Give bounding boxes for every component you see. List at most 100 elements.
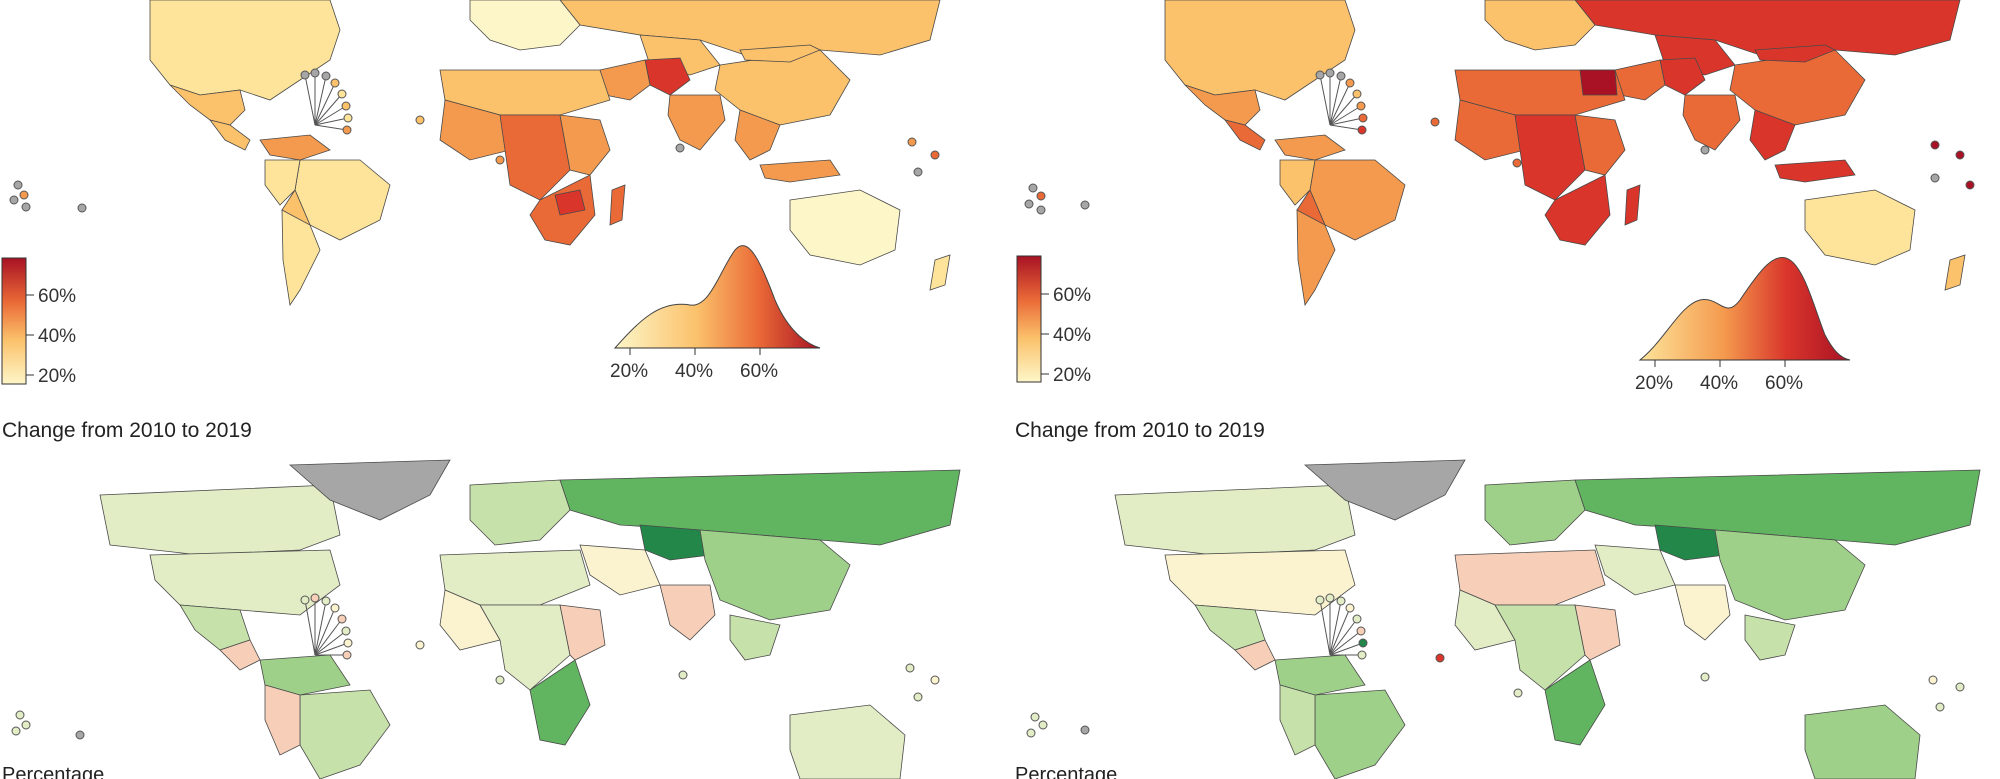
density-axis-left: 20% 40% 60% — [610, 361, 778, 382]
country-usa — [1164, 0, 1356, 101]
country-china — [699, 529, 851, 621]
country-indonesia — [1774, 159, 1856, 183]
country-argentina — [1296, 209, 1336, 307]
country-west-africa — [1454, 589, 1516, 651]
country-new-zealand — [929, 254, 951, 291]
left-panel: 60% 40% 20% 20% 40% 60% Change from 2010… — [0, 0, 980, 779]
level-map-left: 60% 40% 20% — [1, 0, 951, 387]
country-mexico — [169, 84, 246, 126]
country-southeast-asia — [1744, 614, 1796, 661]
country-madagascar — [609, 184, 626, 226]
country-europe-west — [1484, 0, 1596, 51]
country-south-america-north — [1274, 654, 1366, 696]
country-zimbabwe — [554, 189, 586, 216]
country-peru — [1279, 684, 1316, 756]
country-peru — [264, 159, 301, 206]
density-tick-60: 60% — [740, 361, 778, 382]
caribbean-callout — [1315, 68, 1368, 135]
country-central-america — [209, 119, 251, 151]
change-title: Change from 2010 to 2019 — [1015, 419, 1265, 442]
legend-tick-40: 40% — [38, 326, 76, 347]
density-tick-20: 20% — [1635, 373, 1673, 394]
country-china — [714, 49, 851, 126]
density-tick-20: 20% — [610, 361, 648, 382]
color-bar-legend: 60% 40% 20% — [1016, 255, 1091, 386]
pacific-islands — [1024, 117, 1975, 215]
country-india — [1682, 94, 1741, 151]
country-central-africa — [1514, 114, 1586, 201]
country-west-africa — [439, 99, 511, 161]
country-australia — [1804, 189, 1916, 266]
country-southern-africa — [1544, 174, 1611, 246]
country-mongolia — [1754, 44, 1836, 63]
right-panel: 60% 40% 20% 20% 40% 60% Change from 2010… — [1015, 0, 2000, 779]
country-venezuela — [259, 134, 331, 161]
country-australia — [1804, 704, 1921, 779]
country-east-africa — [1574, 114, 1626, 176]
country-europe — [1484, 479, 1586, 546]
country-mongolia — [739, 44, 821, 63]
level-map-right: 60% 40% 20% — [1016, 0, 1975, 386]
country-greenland — [1303, 459, 1466, 521]
legend-tick-20: 20% — [1053, 365, 1091, 386]
country-greenland — [288, 459, 451, 521]
caribbean-callout — [300, 68, 353, 135]
country-egypt — [1579, 69, 1618, 96]
country-west-africa — [1454, 99, 1526, 161]
country-madagascar — [1624, 184, 1641, 226]
country-argentina — [281, 209, 321, 307]
country-china — [1714, 529, 1866, 621]
density-tick-40: 40% — [675, 361, 713, 382]
density-axis-right: 20% 40% 60% — [1635, 373, 1803, 394]
country-canada — [99, 484, 341, 556]
country-indonesia — [759, 159, 841, 183]
color-bar-legend: 60% 40% 20% — [1, 257, 76, 387]
country-china — [1729, 49, 1866, 126]
change-map-left — [11, 459, 961, 779]
country-russia — [1574, 469, 1981, 546]
country-central-africa — [499, 114, 571, 201]
country-central-asia — [639, 524, 711, 561]
country-india — [1674, 584, 1731, 641]
density-plot — [1638, 257, 1851, 367]
country-peru — [264, 684, 301, 756]
country-russia — [559, 469, 961, 546]
country-peru — [1279, 159, 1316, 206]
legend-tick-40: 40% — [1053, 325, 1091, 346]
country-europe-west — [469, 0, 581, 51]
country-brazil — [299, 689, 391, 779]
country-australia — [789, 189, 901, 266]
change-map-right — [1026, 459, 1981, 779]
country-west-africa — [439, 589, 501, 651]
pacific-islands-change — [1026, 653, 1965, 738]
country-southeast-asia — [729, 614, 781, 661]
country-southeast-asia — [1749, 109, 1796, 161]
pacific-islands — [9, 115, 940, 213]
country-east-africa — [559, 114, 611, 176]
country-canada — [1114, 484, 1356, 556]
percentage-label: Percentage — [1015, 764, 1118, 779]
country-mexico — [1184, 84, 1261, 126]
country-middle-east — [1594, 544, 1676, 596]
density-tick-60: 60% — [1765, 373, 1803, 394]
country-india — [659, 584, 716, 641]
country-east-africa — [559, 604, 606, 661]
density-plot — [613, 245, 821, 355]
country-usa — [149, 549, 341, 616]
country-north-africa — [439, 549, 591, 606]
country-east-africa — [1574, 604, 1621, 661]
change-title: Change from 2010 to 2019 — [2, 419, 252, 442]
legend-tick-60: 60% — [1053, 285, 1091, 306]
country-india — [667, 94, 726, 151]
percentage-label: Percentage — [2, 764, 105, 779]
country-usa — [149, 0, 341, 101]
country-usa — [1164, 549, 1356, 616]
country-venezuela — [1274, 134, 1346, 161]
country-brazil — [1314, 689, 1406, 779]
country-south-america-north — [259, 654, 351, 696]
country-middle-east — [579, 544, 661, 596]
caribbean-callout-change — [1315, 593, 1368, 660]
pacific-islands-change — [11, 640, 940, 740]
caribbean-callout-change — [300, 593, 353, 660]
country-central-asia — [1654, 524, 1726, 561]
